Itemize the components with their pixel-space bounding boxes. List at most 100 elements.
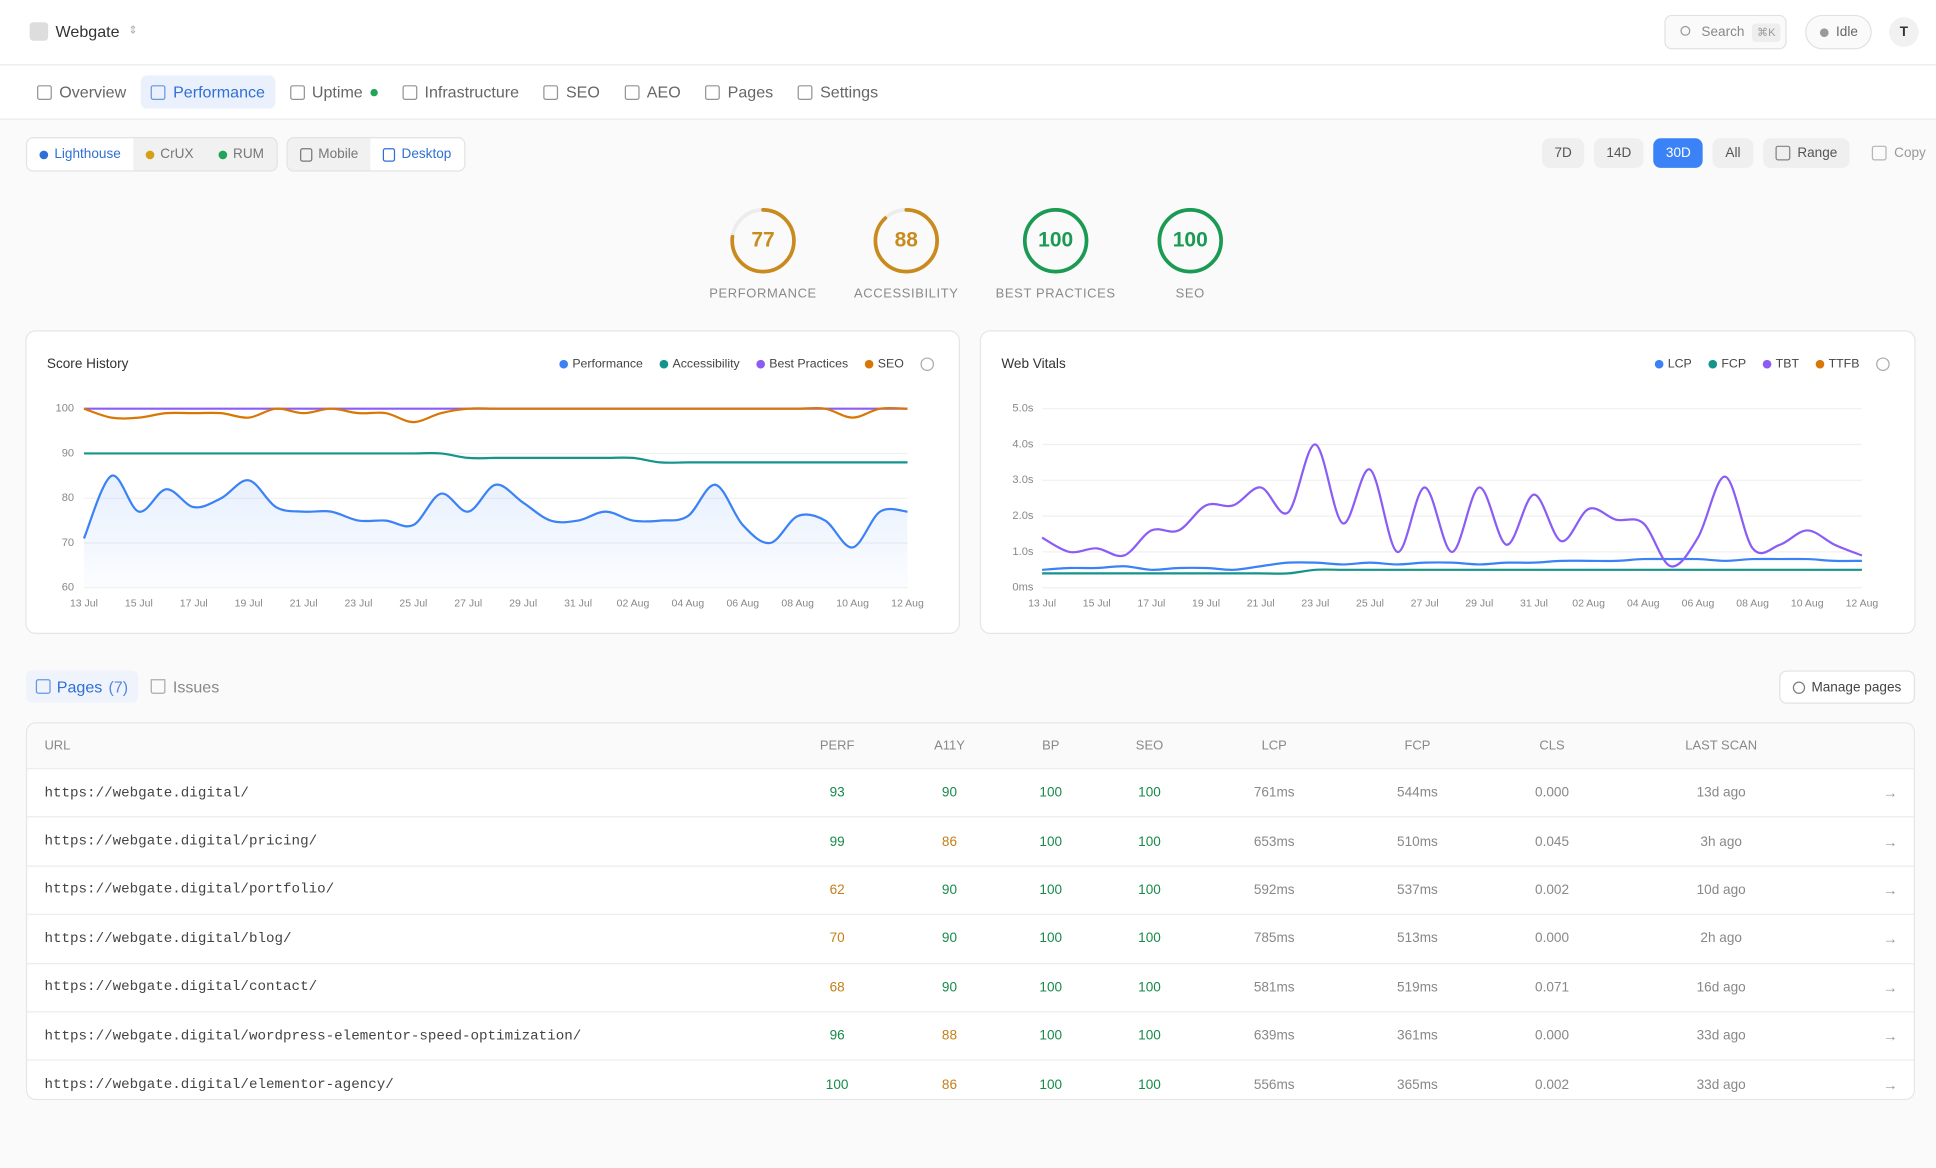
series-line (1041, 443, 1863, 568)
cell: 0.002 (1535, 1077, 1570, 1093)
row-arrow[interactable]: → (1882, 784, 1898, 802)
pages-tab[interactable]: Pages (7) (25, 670, 138, 703)
cell: 10d ago (1696, 882, 1746, 898)
nav-icon (402, 84, 418, 100)
gauge-label: ACCESSIBILITY (854, 285, 958, 300)
header: Webgate ⇕ Search ⌘K Idle T (0, 0, 1936, 66)
source-icon (218, 150, 227, 159)
column-header: FCP (1404, 738, 1431, 754)
logo (29, 22, 49, 41)
cell: 544ms (1397, 785, 1438, 801)
table-row[interactable]: https://webgate.digital/contact/68 90 100 1… (27, 962, 1914, 1012)
cell: 100 (1039, 882, 1063, 898)
source-option[interactable]: RUM (206, 138, 276, 170)
chart-title: Score History (47, 356, 129, 371)
y-tick-label: 3.0s (1012, 474, 1033, 486)
device-icon (382, 147, 396, 162)
gauge-label: PERFORMANCE (709, 285, 817, 300)
gauge-label: SEO (1176, 285, 1205, 300)
manage-pages-label: Manage pages (1811, 679, 1902, 695)
x-tick-label: 29 Jul (1465, 599, 1493, 610)
x-tick-label: 25 Jul (399, 599, 427, 610)
y-tick-label: 100 (56, 403, 75, 415)
row-arrow[interactable]: → (1882, 1027, 1898, 1045)
cell: 100 (1138, 834, 1161, 849)
source-option[interactable]: CrUX (133, 138, 206, 170)
legend-label: Performance (572, 357, 643, 371)
range-button[interactable]: All (1713, 138, 1753, 168)
range-toolbar: 7D 14D 30D All Range Copy (1542, 138, 1936, 168)
page-url: https://webgate.digital/blog/ (44, 930, 292, 947)
range-button[interactable]: 14D (1594, 138, 1644, 168)
row-arrow[interactable]: → (1882, 930, 1898, 948)
y-tick-label: 4.0s (1012, 438, 1033, 450)
table-row[interactable]: https://webgate.digital/93 90 100 100 761ms 5… (27, 767, 1914, 817)
nav-tab[interactable]: Settings (788, 75, 888, 108)
nav-tab[interactable]: Overview (27, 75, 136, 108)
legend-swatch (1815, 359, 1825, 369)
cell: 592ms (1253, 882, 1295, 898)
table-row[interactable]: https://webgate.digital/portfolio/62 90 10… (27, 865, 1914, 914)
brand[interactable]: Webgate (55, 22, 120, 41)
nav-icon (624, 84, 640, 100)
row-arrow[interactable]: → (1882, 978, 1898, 997)
cell: 96 (829, 1028, 845, 1044)
nav-label: SEO (565, 82, 600, 102)
table-row[interactable]: https://webgate.digital/elementor-agency… (27, 1059, 1914, 1099)
avatar[interactable]: T (1889, 17, 1919, 47)
nav-tab[interactable]: Infrastructure (392, 75, 529, 108)
pages-icon (35, 679, 51, 694)
cell: 33d ago (1696, 1077, 1746, 1093)
gauge-arc (873, 208, 939, 274)
issues-tab[interactable]: Issues (150, 670, 219, 702)
info-icon (1876, 357, 1890, 372)
series-line (83, 406, 908, 424)
legend-swatch (659, 359, 669, 369)
table-row[interactable]: https://webgate.digital/wordpress-elemen… (27, 1011, 1914, 1060)
x-tick-label: 10 Aug (836, 599, 869, 610)
gauge-value: 77 (751, 228, 774, 251)
nav-tab[interactable]: AEO (615, 75, 691, 108)
column-header: LAST SCAN (1685, 738, 1758, 754)
nav-tab[interactable]: Uptime (280, 75, 388, 108)
nav-tab[interactable]: Performance (140, 75, 275, 109)
table-row[interactable]: https://webgate.digital/pricing/99 86 100 1… (27, 816, 1914, 866)
gauge-value: 100 (1173, 228, 1208, 251)
status-pill[interactable]: Idle (1805, 14, 1872, 50)
x-tick-label: 27 Jul (454, 599, 482, 610)
cell: 90 (941, 785, 958, 801)
cell: 0.000 (1535, 1028, 1570, 1044)
cell: 100 (1138, 1077, 1161, 1093)
x-tick-label: 10 Aug (1791, 599, 1824, 610)
cell: 100 (1138, 931, 1161, 947)
page-url: https://webgate.digital/wordpress-elemen… (44, 1028, 582, 1045)
cell: 90 (941, 931, 958, 947)
range-button[interactable]: 7D (1542, 138, 1585, 168)
cell: 785ms (1253, 931, 1295, 947)
pages-tab-label: Pages (56, 677, 103, 696)
source-option[interactable]: Lighthouse (27, 138, 134, 171)
row-arrow[interactable]: → (1882, 881, 1898, 899)
table-row[interactable]: https://webgate.digital/blog/70 90 100 100 7… (27, 913, 1914, 963)
row-arrow[interactable]: → (1882, 1076, 1898, 1094)
device-option[interactable]: Desktop (370, 138, 464, 171)
column-header: LCP (1261, 738, 1287, 754)
nav-tab[interactable]: Pages (696, 75, 784, 108)
nav-tab[interactable]: SEO (534, 75, 610, 108)
manage-pages-button[interactable]: Manage pages (1779, 670, 1916, 704)
legend-label: SEO (878, 357, 904, 371)
nav-label: Uptime (311, 82, 363, 102)
brand-chevron[interactable]: ⇕ (128, 23, 138, 36)
row-arrow[interactable]: → (1882, 832, 1898, 851)
column-header: SEO (1135, 738, 1164, 754)
x-tick-label: 27 Jul (1411, 599, 1439, 610)
copy-icon (1871, 145, 1887, 161)
status-dot (1819, 28, 1829, 38)
legend-swatch (1708, 359, 1718, 369)
device-option[interactable]: Mobile (287, 138, 370, 170)
copy-button[interactable]: Copy (1860, 138, 1936, 168)
range-button[interactable]: 30D (1653, 138, 1704, 168)
page-url: https://webgate.digital/pricing/ (44, 833, 318, 850)
range-picker[interactable]: Range (1762, 138, 1850, 168)
search-box[interactable]: Search ⌘K (1664, 14, 1787, 50)
